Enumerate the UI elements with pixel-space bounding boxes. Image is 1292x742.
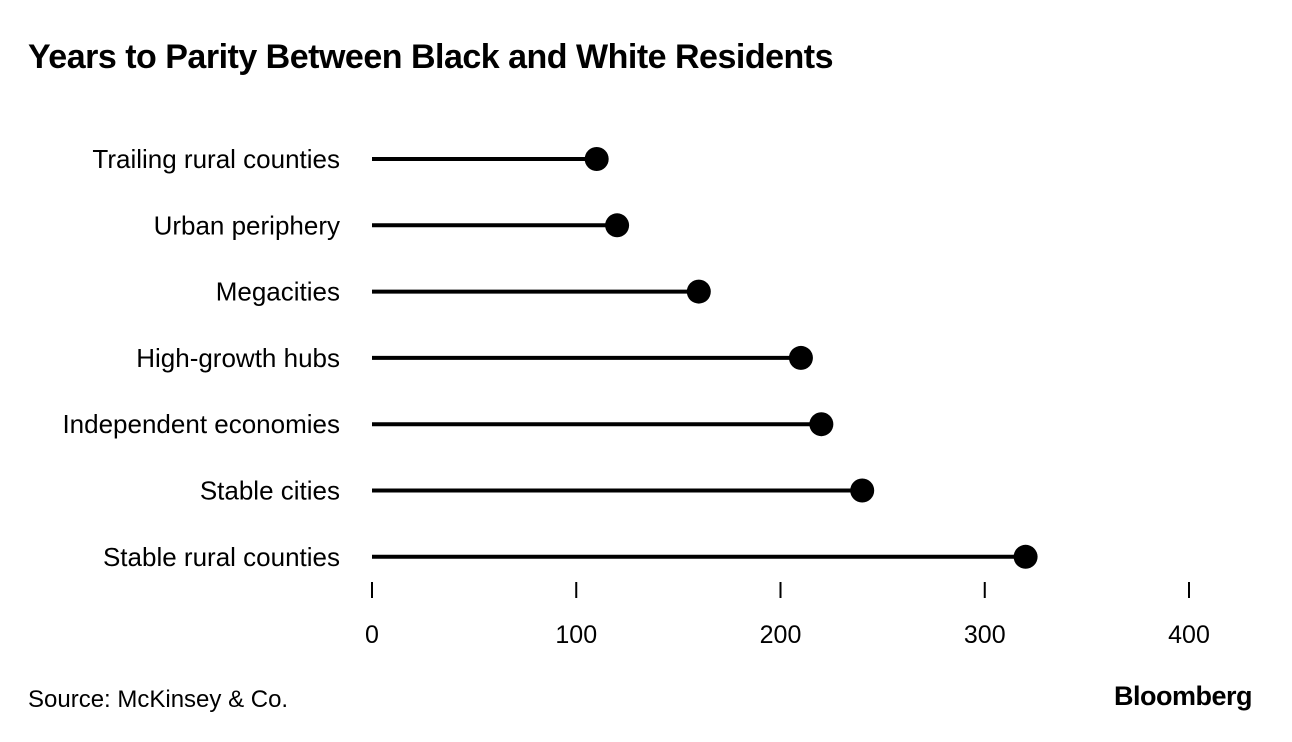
- lollipop-dot: [605, 213, 630, 238]
- lollipop-row: Trailing rural counties: [92, 144, 609, 174]
- category-label: Independent economies: [62, 409, 340, 439]
- lollipop-dot: [809, 412, 834, 437]
- x-axis: 0 100 200 300 400: [365, 582, 1210, 649]
- category-label: High-growth hubs: [136, 343, 340, 373]
- x-tick-label: 100: [555, 621, 597, 649]
- bloomberg-logo: Bloomberg: [1113, 681, 1253, 711]
- lollipop-row: Stable cities: [200, 476, 875, 506]
- x-tick-label: 200: [760, 621, 802, 649]
- lollipop-row: Urban periphery: [154, 210, 630, 240]
- lollipop-row: Stable rural counties: [103, 542, 1038, 572]
- chart-rows: Trailing rural counties Urban periphery Me…: [62, 144, 1038, 572]
- lollipop-dot: [850, 478, 875, 503]
- source-note: Source: McKinsey & Co.: [28, 686, 289, 713]
- category-label: Stable rural counties: [103, 542, 340, 572]
- lollipop-row: Megacities: [216, 277, 711, 307]
- lollipop-dot: [584, 147, 609, 171]
- x-tick-label: 400: [1168, 621, 1210, 649]
- lollipop-row: Independent economies: [62, 409, 834, 439]
- x-tick-label: 300: [964, 621, 1006, 649]
- lollipop-row: High-growth hubs: [136, 343, 813, 373]
- lollipop-dot: [788, 345, 813, 370]
- category-label: Urban periphery: [154, 210, 340, 240]
- x-tick-label: 0: [365, 621, 379, 649]
- chart-title: Years to Parity Between Black and White …: [28, 38, 834, 76]
- category-label: Trailing rural counties: [92, 144, 340, 174]
- category-label: Stable cities: [200, 476, 340, 506]
- lollipop-dot: [1013, 544, 1038, 569]
- lollipop-dot: [686, 279, 711, 304]
- category-label: Megacities: [216, 277, 340, 307]
